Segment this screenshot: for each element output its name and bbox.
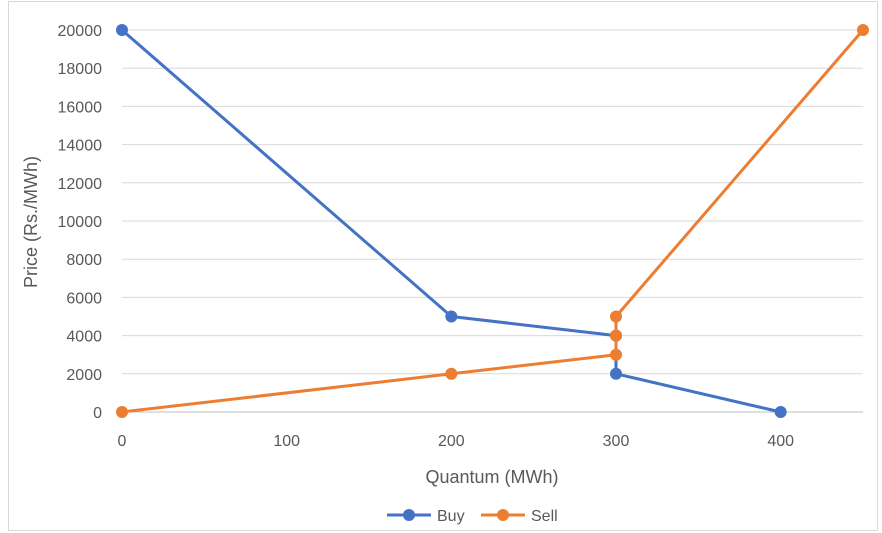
legend-item-sell: Sell: [481, 508, 558, 525]
y-tick-label: 8000: [66, 252, 102, 269]
y-tick-label: 12000: [58, 176, 103, 193]
buy-data-point: [774, 406, 787, 418]
legend-item-buy: Buy: [387, 508, 465, 525]
y-axis-title: Price (Rs./MWh): [21, 156, 41, 288]
y-tick-label: 16000: [58, 99, 103, 116]
y-tick-label: 14000: [58, 138, 103, 155]
sell-data-point: [857, 24, 869, 36]
sell-data-point: [610, 329, 622, 342]
buy-data-point: [445, 310, 458, 323]
legend: Buy Sell: [387, 508, 558, 525]
y-tick-label: 20000: [58, 23, 103, 40]
buy-data-point: [116, 24, 128, 36]
axes: 0200040006000800010000120001400016000180…: [58, 23, 863, 450]
x-tick-label: 300: [603, 433, 630, 450]
y-tick-label: 2000: [66, 367, 102, 384]
legend-marker-sell: [497, 509, 509, 521]
y-tick-label: 4000: [66, 329, 102, 346]
sell-data-point: [610, 310, 622, 323]
sell-data-point: [445, 367, 458, 380]
chart-frame: [8, 1, 878, 531]
y-tick-label: 0: [93, 405, 102, 422]
x-axis-title: Quantum (MWh): [425, 467, 558, 487]
legend-marker-buy: [403, 509, 415, 521]
x-tick-label: 100: [273, 433, 300, 450]
gridlines: [122, 29, 863, 375]
y-tick-label: 6000: [66, 290, 102, 307]
sell-data-point: [610, 348, 622, 361]
x-tick-label: 200: [438, 433, 465, 450]
sell-data-point: [116, 406, 128, 418]
buy-data-point: [610, 367, 622, 380]
series: [116, 24, 869, 418]
x-tick-label: 0: [118, 433, 127, 450]
y-tick-label: 10000: [58, 214, 103, 231]
y-tick-label: 18000: [58, 61, 103, 78]
legend-label-buy: Buy: [437, 508, 465, 525]
legend-label-sell: Sell: [531, 508, 558, 525]
sell-series-line: [120, 28, 865, 414]
x-tick-label: 400: [767, 433, 794, 450]
